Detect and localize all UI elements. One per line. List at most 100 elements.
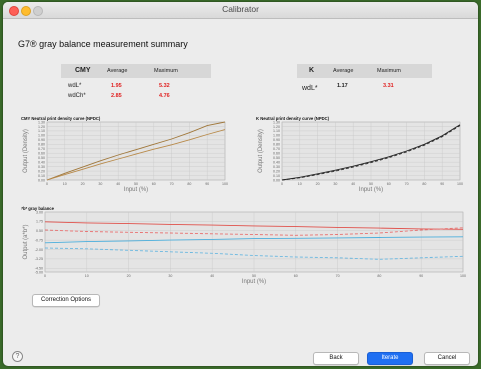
chart-title: a*b* gray balance bbox=[21, 206, 55, 211]
y-tick-label: 1.10 bbox=[273, 129, 280, 133]
page-title: G7® gray balance measurement summary bbox=[18, 39, 188, 49]
y-tick-label: 1.20 bbox=[273, 125, 280, 129]
series-line-2 bbox=[281, 124, 461, 181]
question-mark-icon[interactable]: ? bbox=[12, 351, 23, 362]
x-tick-label: 50 bbox=[369, 182, 373, 186]
x-tick-label: 60 bbox=[294, 274, 298, 278]
x-axis-label: Input (%) bbox=[124, 187, 148, 193]
x-tick-label: 60 bbox=[152, 182, 156, 186]
k-summary-table: K Average Maximum wdL* 1.17 3.31 bbox=[297, 64, 432, 99]
minimize-window-button[interactable] bbox=[21, 6, 31, 16]
y-tick-label: 0.50 bbox=[273, 156, 280, 160]
x-tick-label: 20 bbox=[127, 274, 131, 278]
y-tick-label: 0.30 bbox=[38, 165, 45, 169]
column-header-maximum: Maximum bbox=[377, 68, 401, 74]
y-tick-label: 0.80 bbox=[273, 143, 280, 147]
x-tick-label: 0 bbox=[44, 274, 46, 278]
y-axis-label: Output (Density) bbox=[23, 129, 29, 173]
cmy-npdc-chart: CMY Neutral print density curve (NPDC) 0.… bbox=[21, 116, 228, 193]
y-tick-label: 0.70 bbox=[38, 147, 45, 151]
y-tick-label: 1.30 bbox=[273, 120, 280, 124]
column-header-maximum: Maximum bbox=[154, 68, 178, 74]
y-tick-label: 1.00 bbox=[38, 134, 45, 138]
y-tick-label: 0.60 bbox=[273, 152, 280, 156]
value-average: 1.95 bbox=[111, 83, 122, 89]
y-tick-label: 0.10 bbox=[273, 174, 280, 178]
x-tick-label: 80 bbox=[422, 182, 426, 186]
x-tick-label: 50 bbox=[134, 182, 138, 186]
x-tick-label: 90 bbox=[419, 274, 423, 278]
x-tick-label: 40 bbox=[210, 274, 214, 278]
iterate-button[interactable]: Iterate bbox=[367, 352, 413, 365]
chart-title: K Neutral print density curve (NPDC) bbox=[256, 116, 330, 121]
y-tick-label: 0.00 bbox=[38, 178, 45, 182]
y-tick-label: 0.30 bbox=[273, 165, 280, 169]
x-tick-label: 0 bbox=[281, 182, 283, 186]
x-tick-label: 50 bbox=[252, 274, 256, 278]
row-label: wdL* bbox=[302, 85, 318, 92]
y-tick-label: 1.30 bbox=[38, 120, 45, 124]
close-window-button[interactable] bbox=[9, 6, 19, 16]
correction-options-button[interactable]: Correction Options bbox=[32, 294, 100, 307]
y-tick-label: 0.60 bbox=[38, 152, 45, 156]
x-tick-label: 40 bbox=[116, 182, 120, 186]
x-tick-label: 70 bbox=[405, 182, 409, 186]
x-tick-label: 0 bbox=[46, 182, 48, 186]
y-tick-label: 1.00 bbox=[273, 134, 280, 138]
y-tick-label: 0.40 bbox=[38, 160, 45, 164]
row-label: wdCh* bbox=[68, 93, 86, 99]
table-label: K bbox=[309, 67, 315, 74]
y-tick-label: -3.25 bbox=[35, 257, 43, 261]
y-axis-label: Output (Density) bbox=[258, 129, 264, 173]
maximize-window-button[interactable] bbox=[33, 6, 43, 16]
x-tick-label: 30 bbox=[333, 182, 337, 186]
cancel-button[interactable]: Cancel bbox=[424, 352, 470, 365]
x-tick-label: 70 bbox=[336, 274, 340, 278]
y-tick-label: -5.00 bbox=[35, 270, 43, 274]
x-tick-label: 70 bbox=[170, 182, 174, 186]
x-tick-label: 100 bbox=[222, 182, 228, 186]
x-tick-label: 30 bbox=[98, 182, 102, 186]
column-header-average: Average bbox=[107, 68, 128, 74]
y-tick-label: 3.00 bbox=[36, 210, 43, 214]
x-axis-label: Input (%) bbox=[359, 187, 383, 193]
y-tick-label: 1.10 bbox=[38, 129, 45, 133]
y-tick-label: 1.75 bbox=[36, 220, 43, 224]
x-tick-label: 80 bbox=[377, 274, 381, 278]
y-tick-label: 0.70 bbox=[273, 147, 280, 151]
chart-title: CMY Neutral print density curve (NPDC) bbox=[21, 116, 101, 121]
back-button[interactable]: Back bbox=[313, 352, 359, 365]
y-tick-label: 0.90 bbox=[38, 138, 45, 142]
x-tick-label: 10 bbox=[298, 182, 302, 186]
table-header-row bbox=[61, 64, 211, 78]
y-tick-label: 0.40 bbox=[273, 160, 280, 164]
value-maximum: 3.31 bbox=[383, 83, 394, 89]
y-tick-label: 0.00 bbox=[273, 178, 280, 182]
y-tick-label: 0.10 bbox=[38, 174, 45, 178]
x-tick-label: 90 bbox=[440, 182, 444, 186]
column-header-average: Average bbox=[333, 68, 354, 74]
value-average: 2.85 bbox=[111, 93, 122, 99]
series-line-1 bbox=[44, 221, 464, 230]
value-maximum: 4.76 bbox=[159, 93, 170, 99]
table-header-row bbox=[297, 64, 432, 78]
x-tick-label: 40 bbox=[351, 182, 355, 186]
window-title: Calibrator bbox=[222, 4, 259, 14]
x-axis-label: Input (%) bbox=[242, 279, 266, 285]
x-tick-label: 30 bbox=[168, 274, 172, 278]
x-tick-label: 80 bbox=[187, 182, 191, 186]
y-tick-label: -4.50 bbox=[35, 267, 43, 271]
y-tick-label: 0.50 bbox=[38, 156, 45, 160]
x-tick-label: 100 bbox=[457, 182, 463, 186]
series-line-2 bbox=[46, 129, 226, 181]
x-tick-label: 90 bbox=[205, 182, 209, 186]
y-axis-label: Output (a*b*) bbox=[23, 224, 29, 259]
x-tick-label: 10 bbox=[85, 274, 89, 278]
y-tick-label: 1.20 bbox=[38, 125, 45, 129]
x-tick-label: 10 bbox=[63, 182, 67, 186]
y-tick-label: -2.00 bbox=[35, 248, 43, 252]
cmy-summary-table: CMY Average Maximum wdL* 1.95 5.32 wdCh*… bbox=[61, 64, 211, 109]
k-npdc-chart: K Neutral print density curve (NPDC) 0.00… bbox=[256, 116, 463, 193]
value-average: 1.17 bbox=[337, 83, 348, 89]
